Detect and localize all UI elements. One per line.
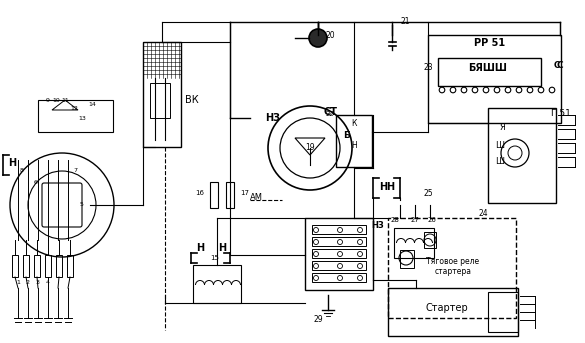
Bar (67, 255, 73, 277)
Bar (424, 232, 436, 248)
Bar (38, 100, 113, 132)
Bar (45, 255, 51, 277)
Bar (428, 35, 561, 123)
Bar (143, 42, 181, 147)
Text: 2: 2 (26, 281, 30, 285)
Text: 29: 29 (313, 316, 323, 324)
Text: 26: 26 (428, 217, 436, 223)
Text: Г 51: Г 51 (551, 108, 571, 118)
Text: 9: 9 (46, 97, 50, 103)
Text: НЗ: НЗ (266, 113, 280, 123)
Circle shape (309, 29, 327, 47)
Bar (312, 237, 366, 246)
Text: Н: Н (8, 158, 16, 168)
Bar (312, 249, 366, 258)
Text: К: К (352, 119, 357, 129)
Text: 3: 3 (36, 281, 40, 285)
Text: 1: 1 (16, 281, 20, 285)
Text: 4: 4 (46, 281, 50, 285)
Bar (23, 255, 29, 277)
Text: 5: 5 (80, 202, 84, 208)
Text: СТ: СТ (323, 107, 337, 117)
Text: 28: 28 (391, 217, 400, 223)
Bar (34, 255, 40, 277)
Text: 16: 16 (195, 190, 204, 196)
Text: АМ: АМ (250, 193, 263, 202)
Text: Стартер: Стартер (426, 303, 469, 313)
Text: БЯШШ: БЯШШ (469, 63, 507, 73)
Text: 15: 15 (211, 255, 219, 261)
Text: 24: 24 (478, 209, 488, 217)
Text: Н: Н (351, 142, 357, 151)
Bar (488, 292, 518, 332)
Text: НЗ: НЗ (371, 221, 384, 229)
Text: РР 51: РР 51 (474, 38, 505, 48)
Bar (400, 250, 414, 268)
Text: Н: Н (196, 243, 204, 253)
Text: Н: Н (386, 182, 394, 192)
Text: Н: Н (379, 182, 387, 192)
Bar (438, 58, 541, 86)
Text: 20: 20 (325, 31, 335, 39)
Bar (388, 218, 516, 318)
Text: Ш: Ш (495, 157, 504, 166)
Text: 22: 22 (325, 111, 334, 117)
Bar (388, 288, 518, 336)
Bar (336, 115, 372, 167)
Text: Б: Б (343, 130, 350, 140)
Bar (312, 261, 366, 270)
Bar (305, 218, 373, 290)
Bar (312, 273, 366, 282)
Bar (150, 83, 170, 118)
Text: ВК: ВК (185, 95, 199, 105)
Text: Тяговое реле: Тяговое реле (426, 258, 480, 267)
Text: стартера: стартера (435, 268, 472, 276)
Text: 10: 10 (52, 97, 60, 103)
Text: 14: 14 (88, 103, 96, 107)
Bar (312, 225, 366, 234)
Bar (488, 108, 556, 203)
Bar (193, 265, 241, 303)
Text: Н: Н (218, 243, 226, 253)
Text: 25: 25 (423, 189, 433, 198)
Text: 7: 7 (73, 167, 77, 173)
Bar (12, 255, 18, 277)
Bar (210, 182, 218, 208)
Text: Ш: Ш (495, 141, 504, 150)
Text: 8: 8 (20, 167, 24, 173)
Bar (56, 255, 62, 277)
Text: С: С (554, 60, 560, 70)
Bar (394, 228, 434, 258)
Text: 21: 21 (400, 17, 410, 26)
Text: 17: 17 (240, 190, 249, 196)
Text: С: С (557, 60, 563, 70)
Text: 27: 27 (411, 217, 419, 223)
Text: 19: 19 (305, 143, 315, 153)
Text: 6: 6 (34, 180, 38, 186)
Text: 12: 12 (70, 106, 78, 110)
Bar (226, 182, 234, 208)
Text: 23: 23 (424, 63, 433, 72)
Text: 11: 11 (61, 97, 69, 103)
Text: 13: 13 (78, 116, 86, 120)
Text: Я: Я (499, 123, 505, 132)
